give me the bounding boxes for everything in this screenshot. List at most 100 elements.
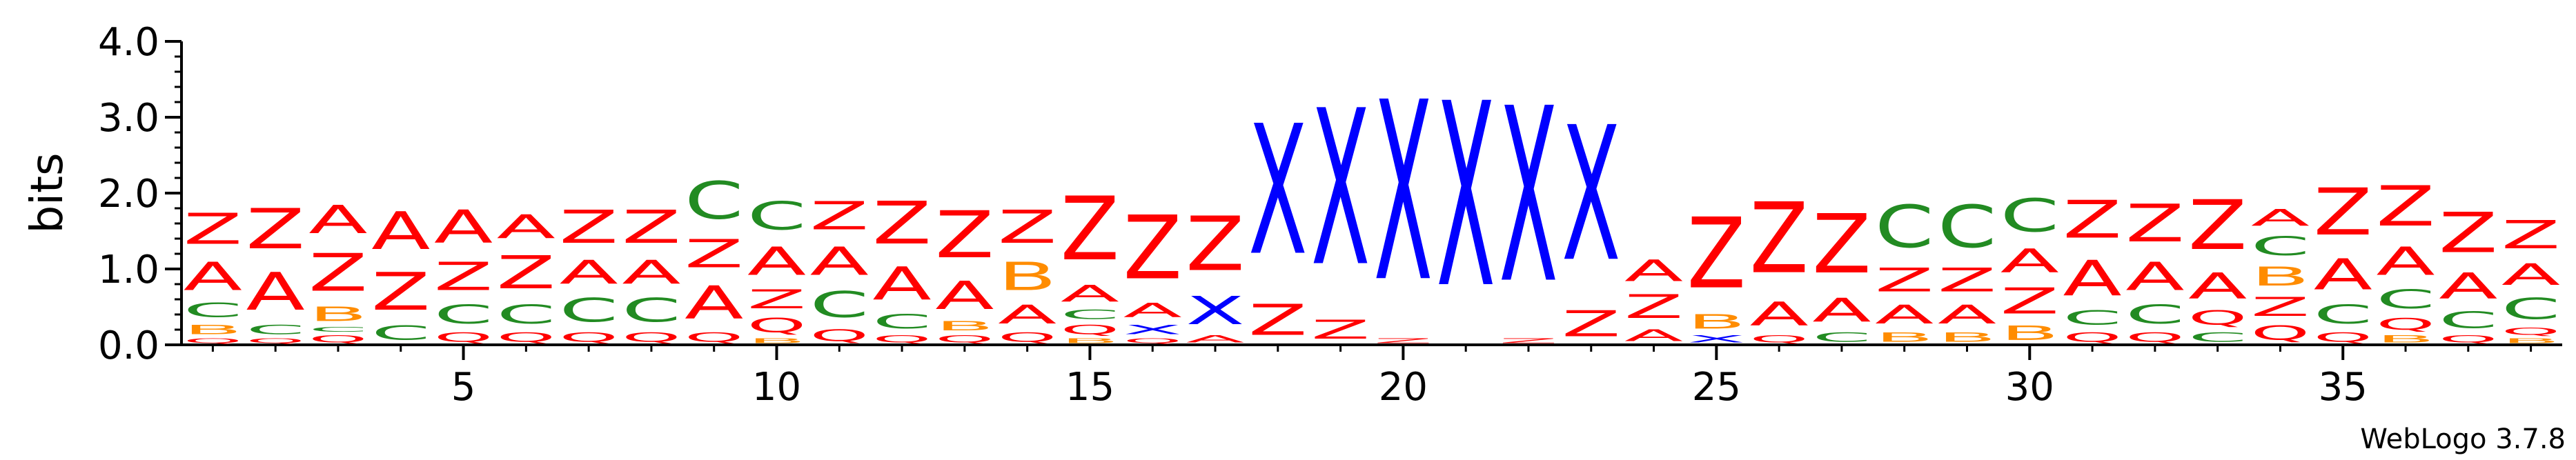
logo-letter-c: C	[2125, 299, 2184, 330]
logo-letter-z: Z	[1499, 337, 1557, 345]
logo-letter-c: C	[2063, 307, 2121, 330]
logo-letter-z: Z	[747, 284, 806, 314]
logo-letter-a: A	[2314, 250, 2372, 299]
logo-letter-x: X	[1687, 334, 1746, 345]
logo-letter-z: Z	[2188, 186, 2247, 265]
logo-letter-a: A	[2439, 265, 2497, 307]
logo-letter-a: A	[2000, 243, 2059, 280]
logo-letter-q: Q	[622, 330, 680, 345]
logo-letter-x: X	[1248, 88, 1307, 295]
logo-letter-a: A	[1749, 296, 1808, 333]
logo-letter-a: A	[2501, 258, 2560, 292]
logo-letter-z: Z	[998, 201, 1056, 254]
logo-letter-a: A	[246, 262, 305, 323]
logo-letter-x: X	[1374, 50, 1433, 337]
x-tick-label: 5	[451, 365, 476, 410]
logo-letter-z: Z	[1687, 198, 1746, 310]
logo-letter-a: A	[1624, 326, 1683, 345]
logo-letter-a: A	[434, 201, 493, 254]
logo-letter-c: C	[497, 299, 555, 330]
logo-letter-x: X	[1499, 57, 1557, 337]
logo-letter-q: Q	[1061, 322, 1119, 337]
logo-letter-b: B	[935, 318, 994, 333]
logo-letter-z: Z	[308, 243, 367, 303]
logo-letter-a: A	[935, 273, 994, 319]
logo-letter-z: Z	[1938, 262, 1996, 299]
logo-letter-a: A	[2376, 239, 2435, 284]
logo-letter-c: C	[2251, 231, 2310, 261]
logo-letter-a: A	[371, 201, 430, 262]
logo-letter-q: Q	[872, 334, 931, 345]
logo-letter-c: C	[1938, 193, 1996, 261]
logo-letter-c: C	[2000, 190, 2059, 242]
logo-letter-z: Z	[1812, 197, 1871, 292]
logo-letter-z: Z	[371, 262, 430, 322]
logo-letter-z: Z	[2000, 281, 2059, 322]
logo-letter-b: B	[1687, 311, 1746, 334]
logo-letter-x: X	[1437, 50, 1495, 344]
logo-letter-x: X	[1123, 322, 1182, 337]
logo-letter-z: Z	[622, 201, 680, 254]
logo-letter-c: C	[685, 170, 743, 230]
logo-letter-a: A	[622, 254, 680, 292]
logo-letter-z: Z	[1061, 178, 1119, 280]
y-axis-label: bits	[22, 153, 73, 234]
logo-letter-q: Q	[559, 330, 618, 345]
logo-letter-a: A	[1812, 292, 1871, 330]
logo-letter-q: Q	[2125, 330, 2184, 345]
logo-letter-z: Z	[2063, 190, 2121, 250]
y-tick-label: 4.0	[98, 20, 159, 65]
logo-letter-b: B	[1875, 330, 1934, 345]
logo-letter-c: C	[308, 326, 367, 334]
logo-letter-a: A	[2188, 265, 2247, 307]
logo-letter-q: Q	[308, 334, 367, 345]
logo-letter-q: Q	[184, 337, 242, 345]
logo-letter-z: Z	[810, 193, 869, 239]
logo-letter-q: Q	[685, 330, 743, 345]
logo-letter-q: Q	[2314, 330, 2372, 345]
logo-letter-z: Z	[935, 198, 994, 273]
logo-letter-c: C	[2501, 292, 2560, 326]
logo-letter-b: B	[2376, 334, 2435, 345]
logo-letter-q: Q	[2251, 322, 2310, 345]
logo-letter-q: Q	[2501, 326, 2560, 337]
logo-letter-c: C	[747, 194, 806, 239]
logo-letter-a: A	[1875, 299, 1934, 330]
logo-letter-a: A	[1938, 299, 1996, 330]
logo-letter-z: Z	[685, 231, 743, 277]
logo-letter-b: B	[2000, 322, 2059, 345]
logo-letter-z: Z	[1562, 303, 1620, 345]
logo-letter-z: Z	[434, 254, 493, 299]
logo-letter-z: Z	[1123, 197, 1182, 299]
logo-letter-a: A	[2063, 250, 2121, 307]
logo-letter-b: B	[998, 254, 1056, 299]
axes: 0.0 1.0 2.0 3.0 4.0 5 10 15 20 25 30 35	[98, 20, 2562, 410]
logo-letter-a: A	[685, 277, 743, 330]
logo-letter-z: Z	[1749, 183, 1808, 295]
x-tick-label: 35	[2319, 365, 2368, 410]
x-tick-label: 15	[1065, 365, 1114, 410]
logo-letter-x: X	[1562, 88, 1620, 303]
logo-letter-b: B	[1061, 337, 1119, 345]
logo-letter-b: B	[2501, 337, 2560, 345]
logo-letter-z: Z	[1875, 262, 1934, 299]
logo-letter-a: A	[308, 197, 367, 243]
logo-letter-q: Q	[1123, 337, 1182, 345]
logo-letter-a: A	[810, 239, 869, 284]
logo-letter-a: A	[1186, 334, 1244, 345]
logo-letter-z: Z	[2125, 194, 2184, 254]
logo-letter-z: Z	[184, 205, 242, 254]
x-tick-label: 25	[1692, 365, 1741, 410]
logo-letter-z: Z	[2314, 175, 2372, 250]
logo-letter-b: B	[184, 322, 242, 337]
logo-letter-c: C	[2439, 307, 2497, 333]
logo-letter-x: X	[1186, 288, 1244, 333]
logo-letter-c: C	[184, 299, 242, 322]
logo-letter-q: Q	[810, 326, 869, 345]
logo-letter-z: Z	[2439, 201, 2497, 265]
logo-letter-a: A	[1061, 280, 1119, 307]
y-tick-label: 0.0	[98, 323, 159, 368]
logo-letter-q: Q	[497, 330, 555, 345]
logo-letter-a: A	[998, 299, 1056, 330]
logo-letter-c: C	[559, 292, 618, 330]
